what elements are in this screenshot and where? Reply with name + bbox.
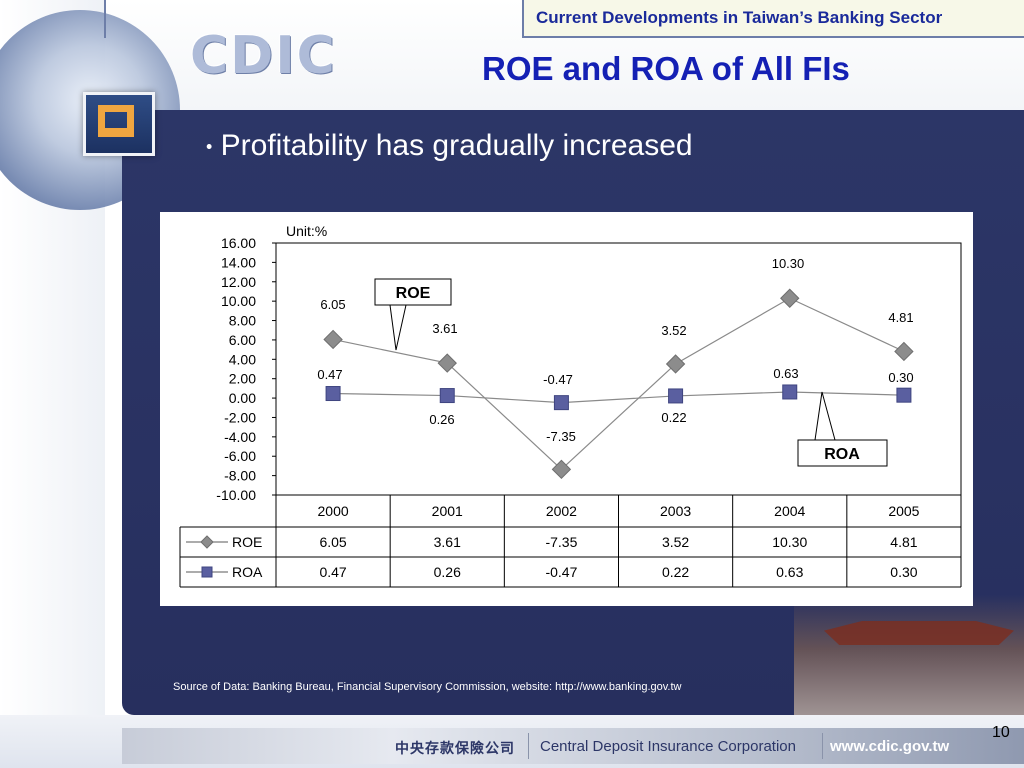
y-tick-label: 2.00: [229, 371, 256, 387]
building-photo: [794, 595, 1024, 715]
legend-marker-roe: [200, 535, 214, 549]
chart-card: Unit:% 16.00 14.00 12.00 10.00 8.00 6.00 4.00 2.…: [160, 212, 973, 606]
building-roof-graphic: [824, 621, 1014, 645]
roa-data-label: 0.47: [317, 367, 342, 382]
table-cell: 3.61: [434, 534, 461, 550]
y-tick-label: -2.00: [224, 409, 256, 425]
roa-point: [896, 387, 912, 403]
table-cell: -0.47: [545, 564, 577, 580]
legend-label-roa: ROA: [232, 564, 263, 580]
roe-roa-chart: Unit:% 16.00 14.00 12.00 10.00 8.00 6.00 4.00 2.…: [179, 223, 962, 588]
roe-data-label: 10.30: [772, 256, 805, 271]
top-title-box: [522, 0, 1024, 38]
x-category-label: 2003: [660, 503, 691, 519]
table-cell: 0.63: [776, 564, 803, 580]
x-category-label: 2001: [432, 503, 463, 519]
x-category-label: 2004: [774, 503, 805, 519]
table-cell: 0.26: [434, 564, 461, 580]
roe-point: [665, 354, 686, 374]
bullet-point: • Profitability has gradually increased: [206, 129, 693, 163]
roe-point: [780, 288, 800, 308]
legend-marker-roa: [201, 566, 213, 578]
footer-bar: [122, 728, 1024, 764]
roe-callout-label: ROE: [396, 285, 431, 302]
table-cell: 0.22: [662, 564, 689, 580]
roe-callout-box: [374, 278, 452, 306]
y-tick-label: 4.00: [229, 351, 256, 367]
table-cell: 3.52: [662, 534, 689, 550]
roe-point: [323, 329, 343, 350]
y-tick-label: -6.00: [224, 448, 256, 464]
slide-title: ROE and ROA of All FIs: [482, 50, 850, 87]
roa-point: [439, 388, 455, 404]
roe-data-label: 6.05: [320, 297, 345, 312]
bullet-text: Profitability has gradually increased: [220, 129, 693, 162]
series-line-roe: [332, 297, 905, 471]
roa-callout-label: ROA: [824, 446, 860, 463]
x-category-label: 2002: [546, 503, 577, 519]
cdic-logo-icon: [83, 92, 155, 156]
y-tick-label: 6.00: [229, 332, 256, 348]
y-tick-label: -8.00: [224, 468, 256, 484]
y-tick-label: 16.00: [221, 235, 256, 251]
roa-point: [668, 388, 684, 404]
roe-point: [437, 353, 457, 373]
table-cell: -7.35: [545, 534, 577, 550]
table-cell: 0.30: [890, 564, 917, 580]
y-tick-label: -10.00: [216, 487, 256, 503]
unit-label: Unit:%: [286, 223, 327, 239]
header-divider: [104, 0, 106, 38]
y-tick-label: 12.00: [221, 274, 256, 290]
table-cell: 6.05: [319, 534, 346, 550]
roe-callout-pointer: [389, 304, 407, 351]
roa-point: [553, 395, 569, 411]
series-line-roa: [333, 391, 904, 404]
roa-data-label: 0.22: [661, 410, 686, 425]
roa-callout-box: [797, 439, 888, 467]
roe-data-label: 4.81: [888, 310, 913, 325]
table-cell: 10.30: [772, 534, 807, 550]
legend-label-roe: ROE: [232, 534, 262, 550]
y-tick-label: -4.00: [224, 429, 256, 445]
y-tick-label: 8.00: [229, 313, 256, 329]
roa-data-label: 0.63: [773, 366, 798, 381]
roa-data-label: 0.30: [888, 370, 913, 385]
footer-english-name: Central Deposit Insurance Corporation: [540, 738, 796, 755]
roe-data-label: 3.61: [432, 321, 457, 336]
roa-data-label: 0.26: [429, 412, 454, 427]
x-category-label: 2000: [318, 503, 349, 519]
roa-data-label: -0.47: [543, 372, 573, 387]
footer-website: www.cdic.gov.tw: [830, 738, 950, 755]
bullet-dot-icon: •: [206, 136, 213, 157]
roa-callout-pointer: [814, 391, 836, 441]
page-number: 10: [992, 724, 1010, 741]
y-tick-label: 10.00: [221, 293, 256, 309]
y-tick-label: 0.00: [229, 390, 256, 406]
roe-data-label: 3.52: [661, 323, 686, 338]
table-cell: 4.81: [890, 534, 917, 550]
footer-separator: [822, 733, 823, 759]
table-cell: 0.47: [319, 564, 346, 580]
roa-point: [325, 386, 341, 402]
roa-point: [782, 384, 798, 400]
x-category-label: 2005: [888, 503, 919, 519]
cdic-logo-text: CDIC: [190, 26, 337, 86]
roe-point: [894, 341, 914, 362]
source-note: Source of Data: Banking Bureau, Financia…: [173, 681, 682, 693]
y-tick-label: 14.00: [221, 254, 256, 270]
footer-chinese-name: 中央存款保險公司: [395, 740, 515, 756]
roe-data-label: -7.35: [546, 429, 576, 444]
logo-emblem-icon: [98, 105, 134, 137]
top-title: Current Developments in Taiwan’s Banking…: [536, 8, 943, 27]
roe-point: [551, 459, 572, 480]
footer-separator: [528, 733, 529, 759]
